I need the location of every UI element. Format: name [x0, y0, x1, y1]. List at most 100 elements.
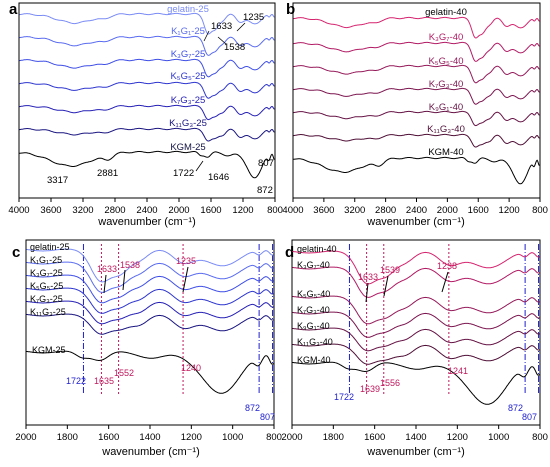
panel-b: b 4000 3600 3200 2800 2400 2000 1600 1200 800 wa…: [282, 1, 548, 228]
spectrum-line: [19, 35, 275, 56]
panel-b-frame: [292, 2, 541, 199]
x-tick-label: 2000: [437, 205, 458, 216]
panel-a-arrow-1633: [203, 30, 210, 42]
spectrum-line: [19, 150, 275, 179]
x-tick-label: 800: [266, 432, 282, 443]
x-tick-label: 3600: [313, 205, 334, 216]
panel-a-annotation-1646: 1646: [208, 172, 229, 183]
panel-a-series-label-6: KGM-25: [170, 142, 205, 153]
spectrum-line: [293, 41, 540, 62]
panel-d-plot: [291, 244, 540, 405]
panel-d-annotation-1633: 1633: [358, 272, 378, 282]
panel-d-annotation-1241: 1241: [448, 366, 468, 376]
panel-a-annotation-1538: 1538: [224, 42, 245, 53]
panel-c-letter: c: [12, 244, 20, 261]
x-tick-label: 2800: [375, 205, 396, 216]
panel-c-annotation-1240: 1240: [181, 363, 201, 373]
x-tick-label: 1800: [323, 432, 344, 443]
panel-a-arrow-1538: [217, 36, 227, 45]
spectrum-line: [291, 295, 540, 325]
panel-c-plot: [25, 244, 274, 395]
panel-c-frame: [25, 239, 275, 426]
x-tick-label: 1400: [139, 432, 160, 443]
spectrum-line: [293, 110, 540, 127]
panel-a-annotation-2881: 2881: [97, 168, 118, 179]
panel-d-series-label-2: K₅G₅-40: [297, 289, 330, 299]
spectrum-line: [25, 287, 274, 314]
panel-a-annotation-1722: 1722: [173, 168, 194, 179]
panel-a-xlabel: wavenumber (cm⁻¹): [97, 216, 196, 228]
panel-d-arrow-1238: [441, 271, 449, 293]
spectrum-line: [19, 12, 275, 35]
x-tick-label: 800: [532, 205, 548, 216]
x-tick-label: 800: [267, 205, 283, 216]
x-tick-label: 2000: [168, 205, 189, 216]
panel-b-series-label-3: K₇G₃-40: [429, 79, 464, 90]
panel-c-series-label-3: K₅G₅-25: [30, 281, 63, 291]
panel-a-series-label-5: K₁₁G₃-25: [169, 118, 207, 129]
panel-c-xticks: 2000 1800 1600 1400 1200 1000 800: [15, 425, 282, 443]
panel-c-series-label-6: KGM-25: [32, 345, 66, 355]
spectrum-line: [19, 104, 275, 121]
x-tick-label: 1200: [499, 205, 520, 216]
x-tick-label: 2000: [281, 432, 302, 443]
panel-a-arrow-1235: [236, 22, 246, 32]
spectrum-line: [293, 64, 540, 84]
spectrum-line: [291, 327, 540, 352]
x-tick-label: 2400: [136, 205, 157, 216]
panel-c-annotation-872: 872: [245, 403, 260, 413]
panel-d-arrow-1539: [383, 275, 389, 297]
spectrum-line: [291, 266, 540, 298]
spectrum-line: [19, 127, 275, 142]
spectrum-line: [25, 350, 274, 394]
panel-a-annotation-872: 872: [257, 185, 273, 196]
spectrum-line: [293, 156, 540, 185]
spectrum-line: [25, 274, 274, 304]
panel-d-series-label-1: K₃G₇-40: [297, 260, 330, 270]
panel-c-series-label-5: K₁₁G₃-25: [30, 307, 66, 317]
spectrum-line: [293, 16, 540, 39]
panel-d-annotation-1639: 1639: [360, 384, 380, 394]
panel-c-annotation-1235: 1235: [176, 256, 196, 266]
panel-d-xlabel: wavenumber (cm⁻¹): [366, 446, 465, 458]
spectrum-line: [293, 87, 540, 105]
panel-d: d 2000 1800 1600 1400 1200 1000 800 wavenumber…: [281, 239, 548, 458]
x-tick-label: 1800: [57, 432, 78, 443]
panel-c-arrow-1538: [122, 269, 126, 291]
spectrum-line: [291, 250, 540, 285]
panel-c-annotation-1552: 1552: [114, 368, 134, 378]
panel-b-plot: [293, 16, 540, 185]
panel-c-annotation-1538: 1538: [120, 260, 140, 270]
panel-d-annotation-1238: 1238: [437, 261, 457, 271]
panel-a: a 4000 3600 3200 2800 2400 2000 1600 1200 800 wa…: [8, 1, 283, 228]
panel-a-annotation-3317: 3317: [47, 175, 68, 186]
panel-d-series-label-0: gelatin-40: [297, 244, 337, 254]
spectrum-line: [19, 58, 275, 78]
panel-b-letter: b: [286, 1, 295, 18]
panel-c-arrow-1633: [103, 274, 107, 294]
panel-a-letter: a: [9, 1, 18, 18]
panel-d-letter: d: [285, 244, 294, 261]
x-tick-label: 2400: [406, 205, 427, 216]
panel-b-xlabel: wavenumber (cm⁻¹): [366, 216, 465, 228]
panel-a-plot: [19, 12, 275, 179]
spectrum-line: [25, 300, 274, 325]
panel-d-arrow-1633: [365, 282, 369, 303]
panel-d-xticks: 2000 1800 1600 1400 1200 1000 800: [281, 425, 548, 443]
panel-d-annotation-1539: 1539: [380, 265, 400, 275]
panel-a-annotation-807: 807: [258, 158, 274, 169]
panel-d-series-label-4: K₉G₁-40: [297, 321, 330, 331]
panel-c-annotation-807: 807: [260, 412, 275, 422]
panel-a-series-label-2: K₃G₇-25: [171, 49, 206, 60]
panel-b-series-label-1: K₃G₇-40: [429, 32, 464, 43]
x-tick-label: 1600: [364, 432, 385, 443]
panel-c-xlabel: wavenumber (cm⁻¹): [101, 446, 200, 458]
panel-c-series-label-4: K₇G₃-25: [30, 294, 63, 304]
panel-c-series-label-2: K₃G₇-25: [30, 268, 63, 278]
x-tick-label: 1600: [200, 205, 221, 216]
panel-a-annotation-1633: 1633: [211, 21, 232, 32]
x-tick-label: 4000: [8, 205, 29, 216]
x-tick-label: 3200: [72, 205, 93, 216]
spectrum-line: [291, 311, 540, 338]
